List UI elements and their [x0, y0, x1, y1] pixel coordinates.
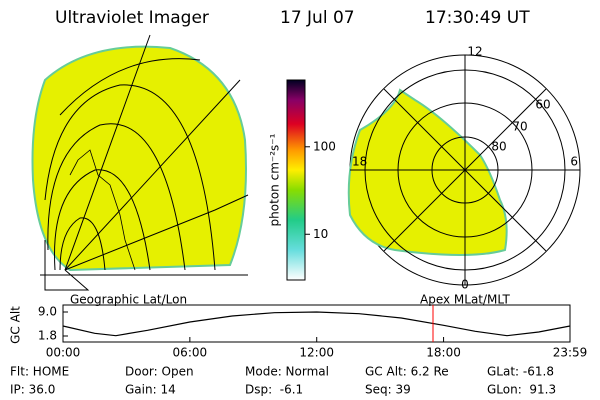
colorbar-tick-label: 10 [313, 227, 328, 241]
status-field: GLat: -61.8 [487, 365, 554, 379]
x-tick-label: 18:00 [426, 346, 461, 360]
colorbar: photon cm⁻²s⁻¹ [268, 79, 306, 281]
x-tick-label: 23:59 [553, 346, 588, 360]
mlt-label: 0 [461, 278, 469, 292]
mlt-label: 6 [570, 155, 578, 169]
caption-left: Geographic Lat/Lon [70, 293, 187, 307]
y-axis-label: GC Alt [9, 306, 23, 344]
date: 17 Jul 07 [280, 8, 355, 28]
status-field: Mode: Normal [245, 365, 329, 379]
colorbar-scale [286, 79, 306, 281]
y-tick-label: 9.0 [38, 305, 57, 319]
mlt-label: 12 [467, 45, 482, 59]
y-tick-label: 1.8 [38, 329, 57, 343]
x-tick-label: 12:00 [299, 346, 334, 360]
title: Ultraviolet Imager [55, 8, 209, 28]
status-field: Flt: HOME [10, 365, 69, 379]
lat-label: 60 [535, 98, 550, 112]
lat-label: 80 [491, 140, 506, 154]
x-tick-label: 00:00 [46, 346, 81, 360]
polar-image [347, 54, 581, 286]
status-field: Dsp: -6.1 [245, 383, 303, 397]
status-field: GC Alt: 6.2 Re [365, 365, 449, 379]
mlt-label: 18 [352, 155, 367, 169]
status-field: GLon: 91.3 [487, 383, 556, 397]
altitude-line [62, 311, 571, 337]
geo-image [31, 34, 249, 291]
lat-label: 70 [512, 120, 527, 134]
status-field: Door: Open [125, 365, 194, 379]
colorbar-label: photon cm⁻²s⁻¹ [268, 133, 282, 226]
status-field: Seq: 39 [365, 383, 411, 397]
status-field: Gain: 14 [125, 383, 176, 397]
status-field: IP: 36.0 [10, 383, 55, 397]
time: 17:30:49 UT [425, 8, 530, 28]
colorbar-tick-label: 100 [313, 139, 336, 153]
caption-right: Apex MLat/MLT [420, 293, 510, 307]
x-tick-label: 06:00 [173, 346, 208, 360]
